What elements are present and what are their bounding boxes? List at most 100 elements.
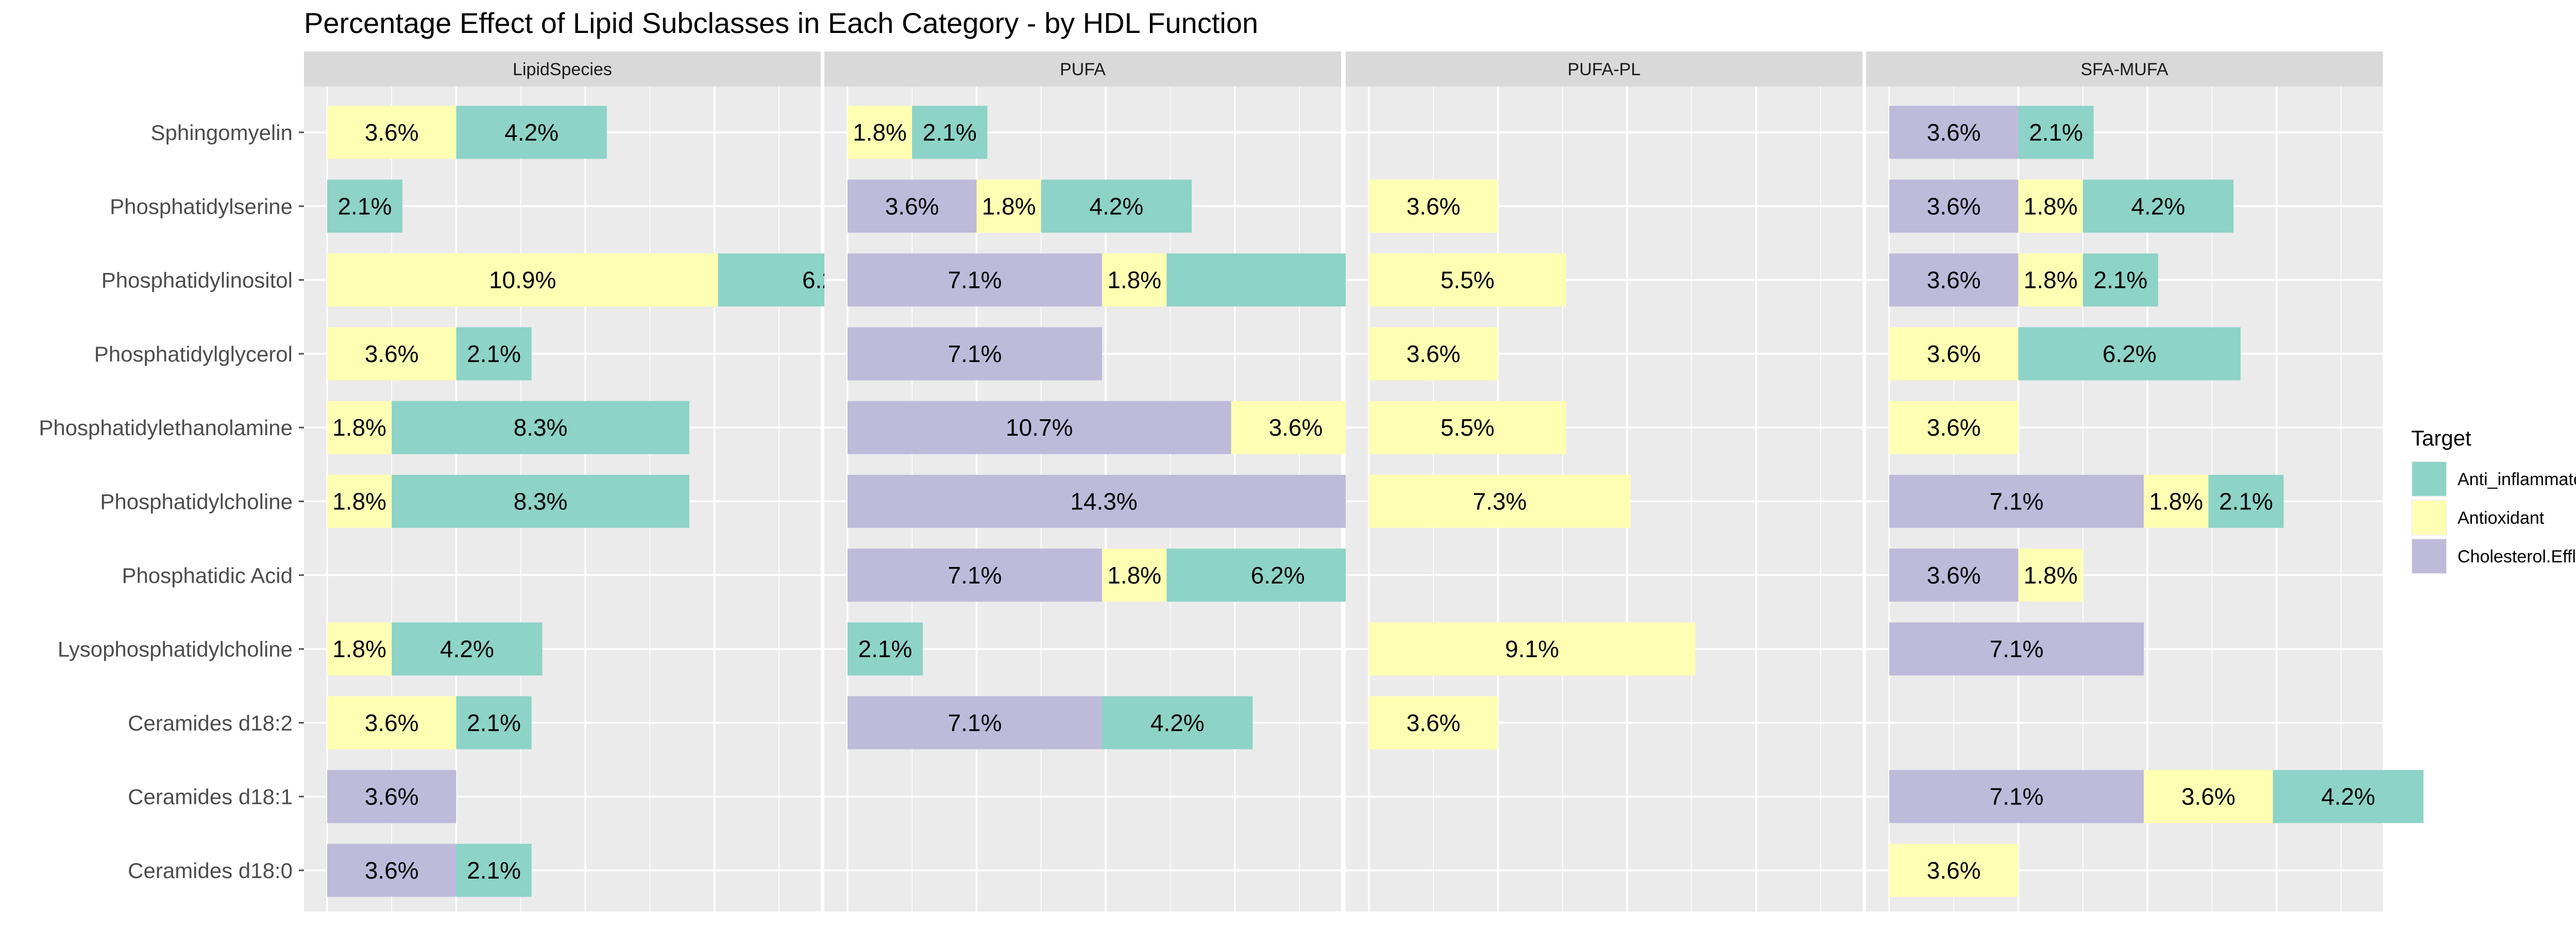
bar-cholesterol-efflux[interactable] bbox=[1889, 475, 2144, 528]
bar-antioxidant[interactable] bbox=[848, 106, 912, 159]
bar-antioxidant[interactable] bbox=[1889, 844, 2019, 897]
bar-antioxidant[interactable] bbox=[1889, 401, 2019, 454]
bar-anti-inflammatory[interactable] bbox=[912, 106, 988, 159]
bar-label: 7.1% bbox=[948, 709, 1002, 736]
bar-anti-inflammatory[interactable] bbox=[1041, 179, 1192, 233]
bar-anti-inflammatory[interactable] bbox=[2082, 253, 2158, 307]
bar-label: 1.8% bbox=[332, 488, 386, 515]
bar-anti-inflammatory[interactable] bbox=[456, 106, 607, 159]
bar-cholesterol-efflux[interactable] bbox=[1889, 106, 2019, 159]
bar-antioxidant[interactable] bbox=[1102, 548, 1167, 602]
bar-label: 3.6% bbox=[885, 193, 939, 219]
bar-antioxidant[interactable] bbox=[1369, 622, 1696, 676]
panel-strip bbox=[824, 52, 1341, 87]
bar-cholesterol-efflux[interactable] bbox=[848, 696, 1103, 749]
bar-antioxidant[interactable] bbox=[327, 106, 456, 159]
bar-label: 3.6% bbox=[1927, 340, 1981, 367]
bar-label: 3.6% bbox=[365, 119, 419, 146]
bar-cholesterol-efflux[interactable] bbox=[848, 548, 1103, 602]
bar-cholesterol-efflux[interactable] bbox=[1889, 253, 2019, 307]
bar-antioxidant[interactable] bbox=[1231, 401, 1361, 454]
bar-label: 7.1% bbox=[948, 340, 1002, 367]
bar-antioxidant[interactable] bbox=[1369, 179, 1498, 233]
bar-cholesterol-efflux[interactable] bbox=[327, 844, 456, 897]
bar-label: 4.2% bbox=[1090, 193, 1144, 219]
bar-label: 6.2% bbox=[2103, 340, 2157, 367]
bar-label: 3.6% bbox=[1927, 119, 1981, 146]
panel-strip-label: PUFA bbox=[1060, 60, 1106, 79]
bar-anti-inflammatory[interactable] bbox=[327, 179, 403, 233]
bar-anti-inflammatory[interactable] bbox=[2208, 475, 2284, 528]
bar-label: 3.6% bbox=[365, 857, 419, 884]
bar-anti-inflammatory[interactable] bbox=[2273, 770, 2424, 823]
bar-cholesterol-efflux[interactable] bbox=[327, 770, 456, 823]
panel-strip-label: LipidSpecies bbox=[513, 60, 612, 79]
bar-antioxidant[interactable] bbox=[327, 696, 456, 749]
bar-anti-inflammatory[interactable] bbox=[392, 401, 689, 454]
bar-antioxidant[interactable] bbox=[327, 401, 392, 454]
bar-antioxidant[interactable] bbox=[1369, 475, 1631, 528]
bar-cholesterol-efflux[interactable] bbox=[848, 179, 977, 233]
bar-anti-inflammatory[interactable] bbox=[1102, 696, 1253, 749]
bar-cholesterol-efflux[interactable] bbox=[1889, 548, 2019, 602]
bar-cholesterol-efflux[interactable] bbox=[1889, 770, 2144, 823]
bar-antioxidant[interactable] bbox=[327, 622, 392, 676]
bar-cholesterol-efflux[interactable] bbox=[848, 475, 1361, 528]
bar-anti-inflammatory[interactable] bbox=[2082, 179, 2234, 233]
legend-key bbox=[2412, 539, 2446, 573]
bar-label: 3.6% bbox=[1269, 414, 1323, 441]
bar-antioxidant[interactable] bbox=[327, 253, 718, 307]
bar-anti-inflammatory[interactable] bbox=[2018, 327, 2241, 381]
panel-strip-label: PUFA-PL bbox=[1568, 60, 1641, 79]
bar-label: 2.1% bbox=[338, 193, 392, 219]
bar-antioxidant[interactable] bbox=[1889, 327, 2019, 381]
bar-label: 2.1% bbox=[2093, 267, 2147, 294]
panel-pufa-pl: PUFA-PL 3.6% 5.5% 3.6% 5.5% 7.3% 9.1% 3.6% bbox=[1346, 52, 1862, 912]
bar-label: 7.1% bbox=[1990, 488, 2044, 515]
bar-antioxidant[interactable] bbox=[976, 179, 1041, 233]
bar-antioxidant[interactable] bbox=[2018, 253, 2083, 307]
bar-label: 3.6% bbox=[365, 340, 419, 367]
bar-cholesterol-efflux[interactable] bbox=[1889, 622, 2144, 676]
bar-antioxidant[interactable] bbox=[2018, 548, 2083, 602]
bar-label: 3.6% bbox=[1927, 193, 1981, 219]
bar-cholesterol-efflux[interactable] bbox=[1889, 179, 2019, 233]
bar-label: 4.2% bbox=[2321, 783, 2375, 810]
bar-label: 8.3% bbox=[514, 414, 568, 441]
bar-label: 3.6% bbox=[1927, 562, 1981, 589]
bar-antioxidant[interactable] bbox=[1369, 327, 1498, 381]
bar-label: 1.8% bbox=[1107, 562, 1161, 589]
bar-anti-inflammatory[interactable] bbox=[392, 475, 689, 528]
bar-label: 3.6% bbox=[365, 783, 419, 810]
bar-antioxidant[interactable] bbox=[2144, 770, 2273, 823]
bar-label: 10.9% bbox=[489, 267, 556, 294]
y-tick-label: Lysophosphatidylcholine bbox=[58, 637, 293, 661]
bar-antioxidant[interactable] bbox=[327, 327, 456, 381]
y-tick-label: Ceramides d18:1 bbox=[128, 785, 293, 809]
bar-anti-inflammatory[interactable] bbox=[456, 844, 532, 897]
bar-anti-inflammatory[interactable] bbox=[848, 622, 923, 676]
bar-antioxidant[interactable] bbox=[1102, 253, 1167, 307]
bar-antioxidant[interactable] bbox=[2018, 179, 2083, 233]
bar-label: 7.1% bbox=[1990, 636, 2044, 662]
panels: LipidSpecies 3.6% 4.2% 2.1% 10.9% 6.2% 3.6% 2.1… bbox=[304, 52, 2424, 912]
bar-cholesterol-efflux[interactable] bbox=[848, 253, 1103, 307]
bar-cholesterol-efflux[interactable] bbox=[848, 327, 1103, 381]
y-tick-label: Sphingomyelin bbox=[150, 121, 293, 145]
bar-antioxidant[interactable] bbox=[1369, 253, 1566, 307]
bar-label: 3.6% bbox=[1927, 267, 1981, 294]
bar-label: 3.6% bbox=[1406, 193, 1461, 219]
legend-title: Target bbox=[2411, 426, 2471, 450]
bar-anti-inflammatory[interactable] bbox=[2018, 106, 2094, 159]
bar-anti-inflammatory[interactable] bbox=[392, 622, 543, 676]
bar-antioxidant[interactable] bbox=[1369, 401, 1566, 454]
bar-anti-inflammatory[interactable] bbox=[456, 327, 532, 381]
y-tick-label: Phosphatidic Acid bbox=[122, 563, 293, 588]
bar-antioxidant[interactable] bbox=[2144, 475, 2209, 528]
bar-label: 1.8% bbox=[332, 636, 386, 662]
y-axis: Sphingomyelin Phosphatidylserine Phosphati… bbox=[39, 121, 304, 883]
bar-antioxidant[interactable] bbox=[1369, 696, 1498, 749]
bar-antioxidant[interactable] bbox=[327, 475, 392, 528]
bar-anti-inflammatory[interactable] bbox=[456, 696, 532, 749]
bar-cholesterol-efflux[interactable] bbox=[848, 401, 1231, 454]
